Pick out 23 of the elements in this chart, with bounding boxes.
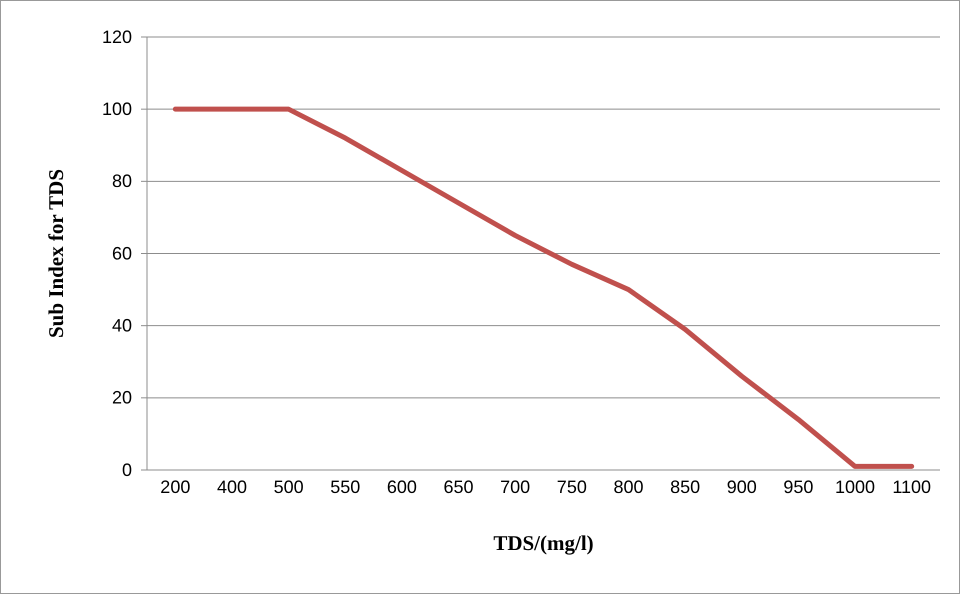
- x-tick-label: 550: [330, 476, 360, 497]
- x-tick-label: 900: [726, 476, 757, 497]
- y-tick-label: 100: [102, 98, 132, 119]
- y-tick-label: 20: [112, 388, 132, 408]
- y-tick-label: 80: [112, 171, 132, 192]
- y-tick-label: 120: [102, 26, 132, 47]
- x-tick-label: 600: [386, 476, 417, 497]
- x-tick-label: 650: [444, 476, 474, 497]
- x-tick-label: 850: [670, 476, 700, 497]
- y-tick-label: 60: [112, 243, 132, 264]
- y-tick-label: 0: [122, 460, 132, 480]
- y-axis-title: Sub Index for TDS: [44, 168, 68, 338]
- x-tick-label: 950: [783, 476, 814, 497]
- x-tick-label: 700: [500, 476, 530, 497]
- x-tick-label: 1000: [835, 476, 876, 497]
- y-tick-label: 40: [112, 315, 132, 336]
- x-axis-title: TDS/(mg/l): [493, 531, 594, 555]
- x-tick-label: 500: [274, 476, 304, 497]
- x-tick-label: 200: [160, 476, 190, 497]
- x-tick-label: 1100: [892, 476, 932, 497]
- x-tick-label: 400: [216, 476, 247, 497]
- x-tick-label: 800: [613, 476, 644, 497]
- x-tick-label: 750: [556, 476, 587, 497]
